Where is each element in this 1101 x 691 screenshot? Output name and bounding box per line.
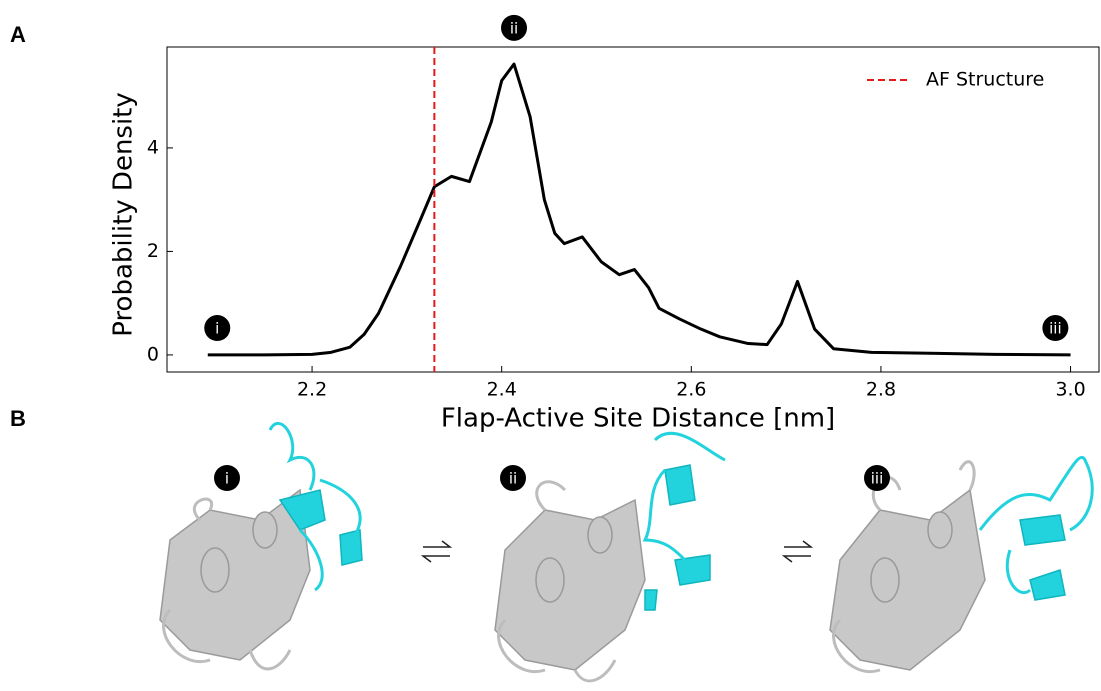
x-tick-label: 2.8 xyxy=(866,379,896,401)
y-axis-label: Probability Density xyxy=(109,92,139,337)
x-axis-label: Flap-Active Site Distance [nm] xyxy=(441,404,835,434)
y-tick-label: 0 xyxy=(147,343,159,365)
structure-label: i xyxy=(225,470,229,488)
annotation: i xyxy=(215,320,219,338)
x-tick-label: 2.2 xyxy=(297,379,327,401)
y-tick-label: 4 xyxy=(147,136,159,158)
y-tick-label: 2 xyxy=(147,240,159,262)
x-tick-label: 3.0 xyxy=(1055,379,1085,401)
legend-label: AF Structure xyxy=(926,69,1044,91)
structure-label: ii xyxy=(509,470,517,488)
x-tick-label: 2.4 xyxy=(487,379,517,401)
annotation: ii xyxy=(510,19,518,37)
structure-ii xyxy=(495,433,725,681)
annotation: iii xyxy=(1049,320,1062,338)
structure-label: iii xyxy=(871,470,884,488)
panel-label: B xyxy=(10,406,26,431)
plot-frame xyxy=(167,47,1099,372)
panel-label: A xyxy=(10,22,26,47)
structure-i xyxy=(160,423,362,669)
density-line xyxy=(208,64,1071,355)
figure: A B 2.2 2.4 2.6 2.8 3.0 0 2 4 Flap-Active Site D… xyxy=(0,0,1101,691)
x-tick-label: 2.6 xyxy=(676,379,706,401)
structure-iii xyxy=(830,457,1092,671)
